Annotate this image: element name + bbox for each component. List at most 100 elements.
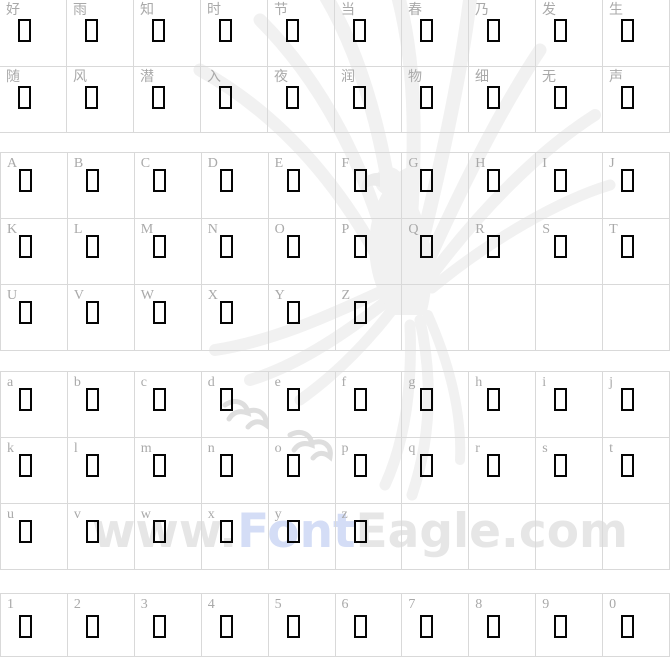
glyph-cell: 春 — [402, 0, 469, 67]
glyph-label: V — [73, 288, 85, 303]
missing-glyph-box-icon — [286, 19, 299, 42]
glyph-label: 春 — [408, 3, 422, 18]
glyph-cell: j — [603, 372, 670, 438]
missing-glyph-box-icon — [152, 85, 165, 109]
missing-glyph-box-icon — [487, 19, 500, 42]
glyph-cell: X — [201, 285, 269, 351]
glyph-cell: n — [201, 438, 269, 504]
glyph-label: 随 — [6, 69, 20, 85]
glyph-label: S — [542, 222, 550, 237]
glyph-cell: 好 — [0, 0, 67, 67]
glyph-cell: 0 — [603, 594, 670, 657]
glyph-cell: 6 — [335, 594, 403, 657]
glyph-label: 雨 — [73, 3, 87, 18]
glyph-label: W — [140, 288, 155, 303]
glyph-label: L — [73, 222, 83, 237]
glyph-cell: 细 — [469, 66, 536, 133]
glyph-label: k — [7, 441, 14, 456]
glyph-cell: w — [134, 504, 202, 570]
missing-glyph-box-icon — [420, 615, 434, 638]
glyph-cell: c — [134, 372, 202, 438]
missing-glyph-box-icon — [219, 85, 232, 109]
missing-glyph-box-icon — [420, 235, 434, 258]
glyph-label: s — [542, 441, 548, 456]
missing-glyph-box-icon — [85, 454, 99, 477]
glyph-cell: Q — [402, 219, 470, 285]
missing-glyph-box-icon — [219, 520, 233, 543]
glyph-cell: 物 — [402, 66, 469, 133]
missing-glyph-box-icon — [152, 520, 166, 543]
empty-cell — [603, 285, 670, 351]
glyph-cell: E — [268, 153, 336, 219]
glyph-cell: v — [67, 504, 135, 570]
missing-glyph-box-icon — [353, 19, 366, 42]
glyph-label: I — [542, 156, 547, 171]
glyph-cell: 8 — [469, 594, 537, 657]
glyph-cell: 9 — [536, 594, 604, 657]
glyph-label: 知 — [140, 3, 154, 18]
glyph-label: J — [609, 156, 615, 171]
glyph-label: u — [7, 507, 14, 522]
glyph-cell: k — [1, 438, 68, 504]
missing-glyph-box-icon — [353, 85, 366, 109]
glyph-cell: u — [1, 504, 68, 570]
glyph-cell: 随 — [0, 66, 67, 133]
watermark-brand-eagle: Eagle.com — [355, 504, 628, 559]
glyph-label: j — [609, 375, 613, 390]
glyph-label: P — [341, 222, 350, 237]
glyph-cell: F — [335, 153, 403, 219]
missing-glyph-box-icon — [85, 85, 98, 109]
glyph-cell: m — [134, 438, 202, 504]
missing-glyph-box-icon — [554, 615, 568, 638]
glyph-cell: 知 — [134, 0, 201, 67]
missing-glyph-box-icon — [85, 235, 99, 258]
empty-cell — [469, 504, 537, 570]
missing-glyph-box-icon — [219, 19, 232, 42]
glyph-label: g — [408, 375, 416, 390]
section-lowercase: a b c d e f g h i j k l m n o p q r s t u v w x y z — [0, 371, 670, 570]
glyph-label: 乃 — [475, 3, 489, 18]
glyph-label: d — [207, 375, 215, 390]
missing-glyph-box-icon — [487, 235, 501, 258]
glyph-cell: Y — [268, 285, 336, 351]
missing-glyph-box-icon — [621, 85, 634, 109]
missing-glyph-box-icon — [286, 235, 300, 258]
glyph-label: O — [274, 222, 285, 237]
glyph-cell: 入 — [201, 66, 268, 133]
glyph-cell: a — [1, 372, 68, 438]
glyph-label: b — [73, 375, 81, 390]
glyph-cell: e — [268, 372, 336, 438]
glyph-label: M — [140, 222, 154, 237]
glyph-label: 当 — [341, 3, 355, 18]
glyph-label: 节 — [274, 3, 288, 18]
missing-glyph-box-icon — [219, 235, 233, 258]
missing-glyph-box-icon — [286, 169, 300, 192]
section-uppercase: A B C D E F G H I J K L M N O P Q R S T U V W X Y Z — [0, 152, 670, 351]
glyph-cell: H — [469, 153, 537, 219]
glyph-cell: 5 — [268, 594, 336, 657]
missing-glyph-box-icon — [152, 169, 166, 192]
missing-glyph-box-icon — [152, 454, 166, 477]
glyph-label: h — [475, 375, 483, 390]
glyph-label: 5 — [274, 597, 282, 612]
glyph-cell: L — [67, 219, 135, 285]
missing-glyph-box-icon — [621, 19, 634, 42]
missing-glyph-box-icon — [152, 235, 166, 258]
glyph-cell: J — [603, 153, 670, 219]
empty-cell — [402, 285, 470, 351]
glyph-cell: l — [67, 438, 135, 504]
glyph-label: X — [207, 288, 218, 303]
glyph-cell: q — [402, 438, 470, 504]
glyph-label: l — [73, 441, 78, 456]
glyph-cell: i — [536, 372, 604, 438]
glyph-label: o — [274, 441, 282, 456]
glyph-label: 9 — [542, 597, 550, 612]
missing-glyph-box-icon — [487, 169, 501, 192]
glyph-cell: 1 — [1, 594, 68, 657]
missing-glyph-box-icon — [621, 388, 635, 411]
missing-glyph-box-icon — [219, 388, 233, 411]
glyph-cell: S — [536, 219, 604, 285]
glyph-cell: B — [67, 153, 135, 219]
glyph-cell: R — [469, 219, 537, 285]
glyph-cell: C — [134, 153, 202, 219]
